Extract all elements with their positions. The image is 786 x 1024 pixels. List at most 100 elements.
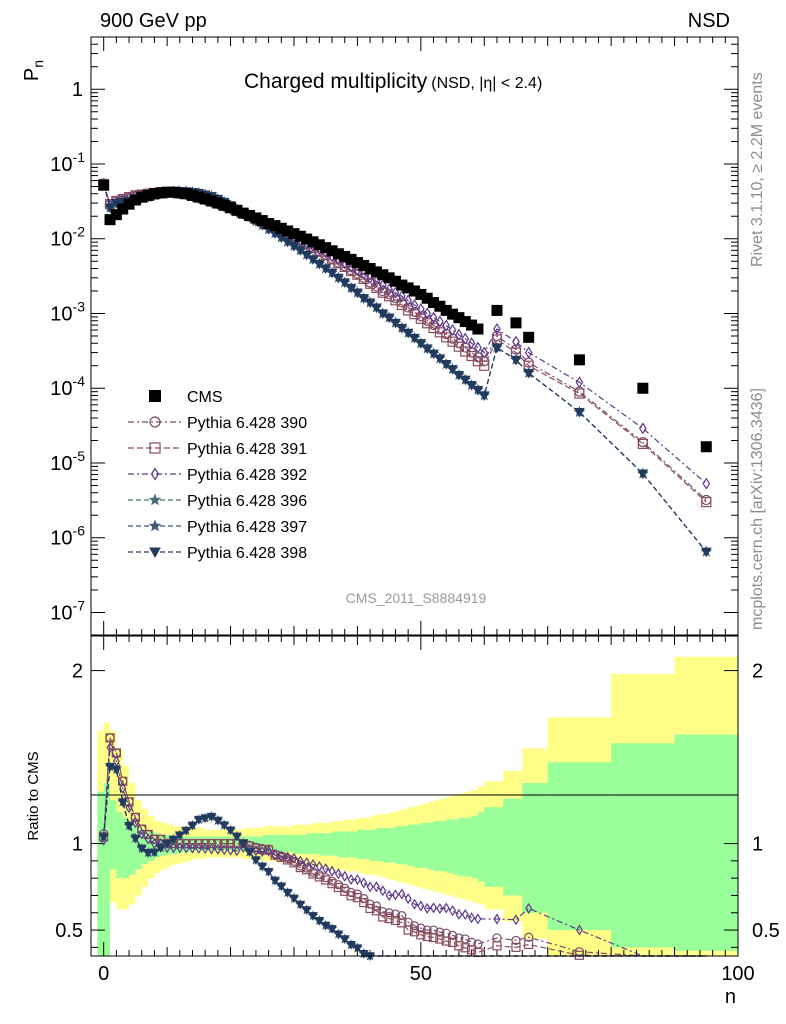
- data-point: [237, 207, 249, 219]
- top-y-tick-label: 10-7: [50, 597, 85, 624]
- ratio-point: [182, 842, 190, 854]
- series-point: [447, 365, 458, 375]
- ratio-point: [398, 888, 406, 900]
- main-panel: 10-7 10-6 10-5 10-4 10-3 10-2 10-1 1: [50, 36, 739, 636]
- top-axis-ticks: 10-7 10-6 10-5 10-4 10-3 10-2 10-1 1: [50, 36, 739, 635]
- ratio-band-stat: [370, 829, 377, 861]
- series-point: [390, 318, 401, 329]
- ratio-band-stat: [313, 833, 320, 854]
- main-panel-frame: [90, 36, 739, 636]
- legend-label: Pythia 6.428 392: [187, 467, 307, 484]
- series-point: [637, 438, 648, 450]
- ratio-band-stat: [446, 819, 453, 873]
- data-point: [263, 217, 275, 229]
- ratio-band-stat: [287, 834, 294, 853]
- data-point: [256, 215, 268, 227]
- series-point: [493, 322, 501, 336]
- data-point: [459, 316, 471, 328]
- series-point: [442, 319, 451, 332]
- ratio-band-stat: [338, 831, 345, 858]
- ratio-band-stat: [344, 831, 352, 858]
- ratio-band-stat: [186, 836, 193, 853]
- series-point: [701, 494, 712, 506]
- data-point: [637, 382, 649, 394]
- ratio-point: [466, 945, 477, 955]
- ratio-point: [468, 912, 476, 924]
- ratio-point: [371, 906, 382, 916]
- data-point: [98, 179, 110, 191]
- ratio-band-stat: [319, 833, 326, 856]
- series-point: [478, 391, 490, 402]
- series-point: [461, 332, 470, 345]
- ratio-point: [200, 814, 211, 824]
- ratio-point: [225, 826, 236, 836]
- series-point: [397, 290, 406, 303]
- series-point: [479, 360, 490, 371]
- data-point: [326, 245, 338, 257]
- legend-entry: Pythia 6.428 398: [128, 545, 307, 562]
- ratio-point: [397, 918, 407, 928]
- ratio-point: [220, 844, 228, 856]
- ratio-point: [188, 842, 197, 854]
- ratio-point: [289, 894, 299, 904]
- top-y-tick-label: 10-1: [50, 149, 85, 176]
- data-point: [440, 304, 452, 316]
- data-point: [351, 257, 363, 269]
- ratio-point: [251, 856, 261, 865]
- series-point: [448, 324, 457, 337]
- data-point: [573, 354, 585, 366]
- series-point: [378, 279, 387, 292]
- series-point: [416, 302, 425, 316]
- mcplots-reference-text: mcplots.cern.ch [arXiv:1306.3436]: [749, 388, 766, 630]
- series-point: [701, 496, 712, 508]
- ratio-band-stat: [465, 817, 472, 877]
- ratio-point: [244, 848, 255, 858]
- ratio-point: [442, 902, 450, 914]
- data-point: [402, 282, 414, 294]
- series-point: [574, 407, 585, 418]
- legend-marker: [148, 519, 162, 532]
- ratio-band-stat: [262, 834, 269, 853]
- legend-entry-cms: CMS: [149, 389, 223, 406]
- ratio-point: [493, 913, 501, 925]
- data-point: [472, 323, 484, 335]
- series-cms-data: [98, 179, 712, 453]
- data-point: [389, 275, 401, 287]
- ratio-point: [460, 943, 470, 953]
- ratio-point: [384, 913, 394, 924]
- series-point: [364, 298, 376, 309]
- ratio-point: [512, 914, 520, 926]
- ratio-point: [334, 868, 342, 880]
- series-point: [466, 350, 477, 362]
- ratio-point: [416, 930, 426, 940]
- series-point: [574, 388, 585, 399]
- ratio-band-stat: [389, 828, 396, 863]
- legend-entry: Pythia 6.428 392: [128, 467, 307, 484]
- ratio-point: [314, 872, 324, 882]
- ratio-point: [270, 876, 280, 886]
- ratio-band-stat: [148, 831, 155, 861]
- series-point: [702, 477, 711, 490]
- ratio-point: [379, 885, 387, 897]
- data-point: [345, 253, 357, 265]
- data-point: [339, 250, 351, 262]
- ratio-band-stat: [433, 821, 440, 872]
- ratio-point: [447, 937, 458, 948]
- ratio-point: [423, 902, 431, 914]
- ratio-point: [309, 858, 317, 870]
- ratio-point: [327, 925, 337, 934]
- series-point: [700, 547, 712, 558]
- series-point: [421, 344, 433, 355]
- data-point: [269, 220, 281, 232]
- ratio-band-stat: [484, 807, 504, 887]
- ratio-point: [449, 905, 457, 917]
- ratio-point: [213, 838, 223, 849]
- series-point: [410, 298, 419, 312]
- ratio-band-stat: [401, 826, 409, 865]
- data-point: [377, 269, 389, 281]
- ratio-point: [352, 944, 363, 954]
- ratio-point: [263, 867, 274, 877]
- data-point: [117, 203, 129, 215]
- data-point: [148, 188, 160, 200]
- data-point: [358, 259, 370, 271]
